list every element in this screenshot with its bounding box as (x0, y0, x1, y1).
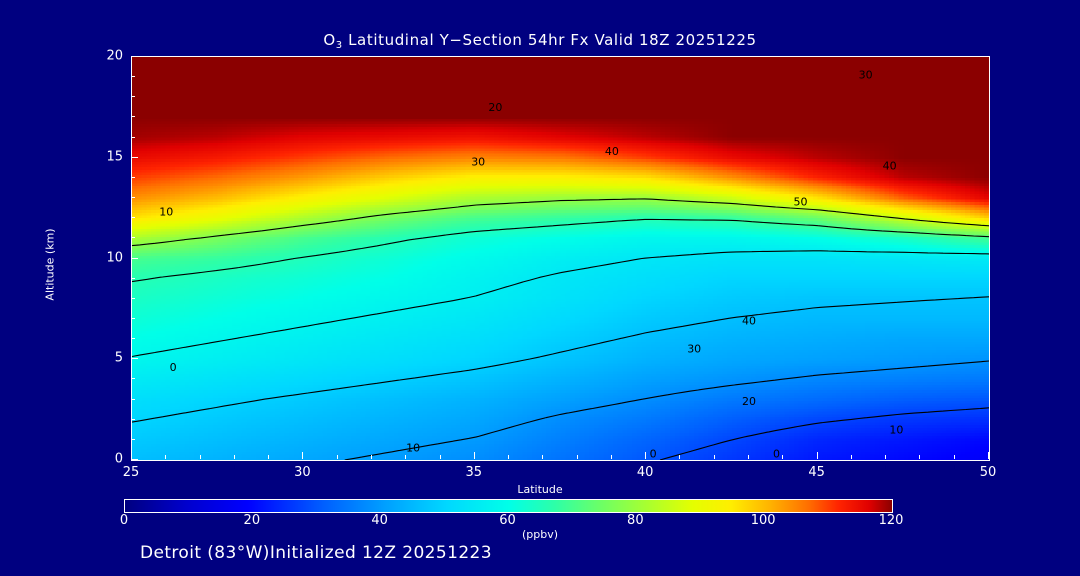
ozone-field-heatmap (132, 57, 989, 460)
y-tick-major (131, 358, 138, 360)
y-axis-title: Altitude (km) (44, 205, 57, 325)
y-tick-major (131, 459, 138, 460)
y-tick-minor (131, 76, 135, 78)
y-tick-minor (131, 398, 135, 400)
y-tick-minor (131, 136, 135, 138)
x-tick-minor (268, 455, 270, 459)
x-tick-major (473, 452, 475, 459)
x-tick-major (131, 452, 132, 459)
x-tick-minor (233, 455, 235, 459)
y-tick-major (131, 56, 138, 57)
x-tick-minor (713, 455, 715, 459)
y-tick-label: 15 (85, 149, 123, 164)
x-tick-minor (165, 455, 167, 459)
x-tick-minor (885, 455, 887, 459)
x-tick-major (645, 452, 647, 459)
y-tick-major (131, 156, 138, 158)
y-tick-minor (131, 438, 135, 440)
y-tick-minor (131, 116, 135, 118)
x-tick-label: 45 (808, 465, 825, 480)
y-tick-minor (131, 237, 135, 239)
x-tick-minor (610, 455, 612, 459)
y-tick-major (131, 257, 138, 259)
colorbar-tick-label: 20 (244, 513, 261, 528)
page-title: O3 Latitudinal Y−Section 54hr Fx Valid 1… (0, 31, 1080, 51)
colorbar-units: (ppbv) (0, 528, 1080, 541)
y-tick-minor (131, 317, 135, 319)
colorbar-tick-label: 40 (371, 513, 388, 528)
y-tick-minor (131, 378, 135, 380)
x-tick-label: 25 (123, 465, 140, 480)
y-tick-minor (131, 418, 135, 420)
x-tick-minor (576, 455, 578, 459)
y-tick-minor (131, 338, 135, 340)
x-tick-label: 35 (466, 465, 483, 480)
colorbar-gradient (125, 500, 892, 512)
x-tick-minor (850, 455, 852, 459)
x-tick-minor (405, 455, 407, 459)
x-tick-label: 50 (980, 465, 997, 480)
colorbar-tick-label: 80 (627, 513, 644, 528)
y-tick-minor (131, 277, 135, 279)
x-axis-title: Latitude (0, 483, 1080, 496)
x-tick-minor (919, 455, 921, 459)
title-text: Latitudinal Y−Section 54hr Fx Valid 18Z … (343, 31, 757, 49)
colorbar-tick-label: 100 (751, 513, 776, 528)
x-tick-minor (336, 455, 338, 459)
plot-area: 10 20 30 30 40 40 50 40 30 20 10 10 0 0 0 (131, 56, 990, 461)
x-tick-major (988, 452, 989, 459)
colorbar-tick-label: 0 (120, 513, 128, 528)
x-tick-major (302, 452, 304, 459)
y-tick-minor (131, 197, 135, 199)
x-tick-minor (782, 455, 784, 459)
y-tick-minor (131, 96, 135, 98)
title-species: O (323, 31, 335, 49)
plot-inner: 10 20 30 30 40 40 50 40 30 20 10 10 0 0 0 (132, 57, 989, 460)
x-tick-minor (953, 455, 955, 459)
x-tick-label: 40 (637, 465, 654, 480)
title-subscript: 3 (336, 40, 343, 51)
y-tick-minor (131, 217, 135, 219)
x-tick-minor (542, 455, 544, 459)
colorbar-tick-label: 60 (499, 513, 516, 528)
y-tick-minor (131, 176, 135, 178)
x-tick-major (816, 452, 818, 459)
y-tick-label: 20 (85, 49, 123, 64)
colorbar-tick-label: 120 (879, 513, 904, 528)
x-tick-minor (508, 455, 510, 459)
colorbar (124, 499, 893, 513)
x-tick-label: 30 (294, 465, 311, 480)
x-tick-minor (439, 455, 441, 459)
x-tick-minor (199, 455, 201, 459)
y-tick-minor (131, 297, 135, 299)
y-tick-label: 10 (85, 250, 123, 265)
footer-caption: Detroit (83°W)Initialized 12Z 20251223 (140, 543, 492, 563)
y-tick-label: 0 (85, 452, 123, 467)
x-tick-minor (679, 455, 681, 459)
x-tick-minor (370, 455, 372, 459)
x-tick-minor (748, 455, 750, 459)
y-tick-label: 5 (85, 351, 123, 366)
